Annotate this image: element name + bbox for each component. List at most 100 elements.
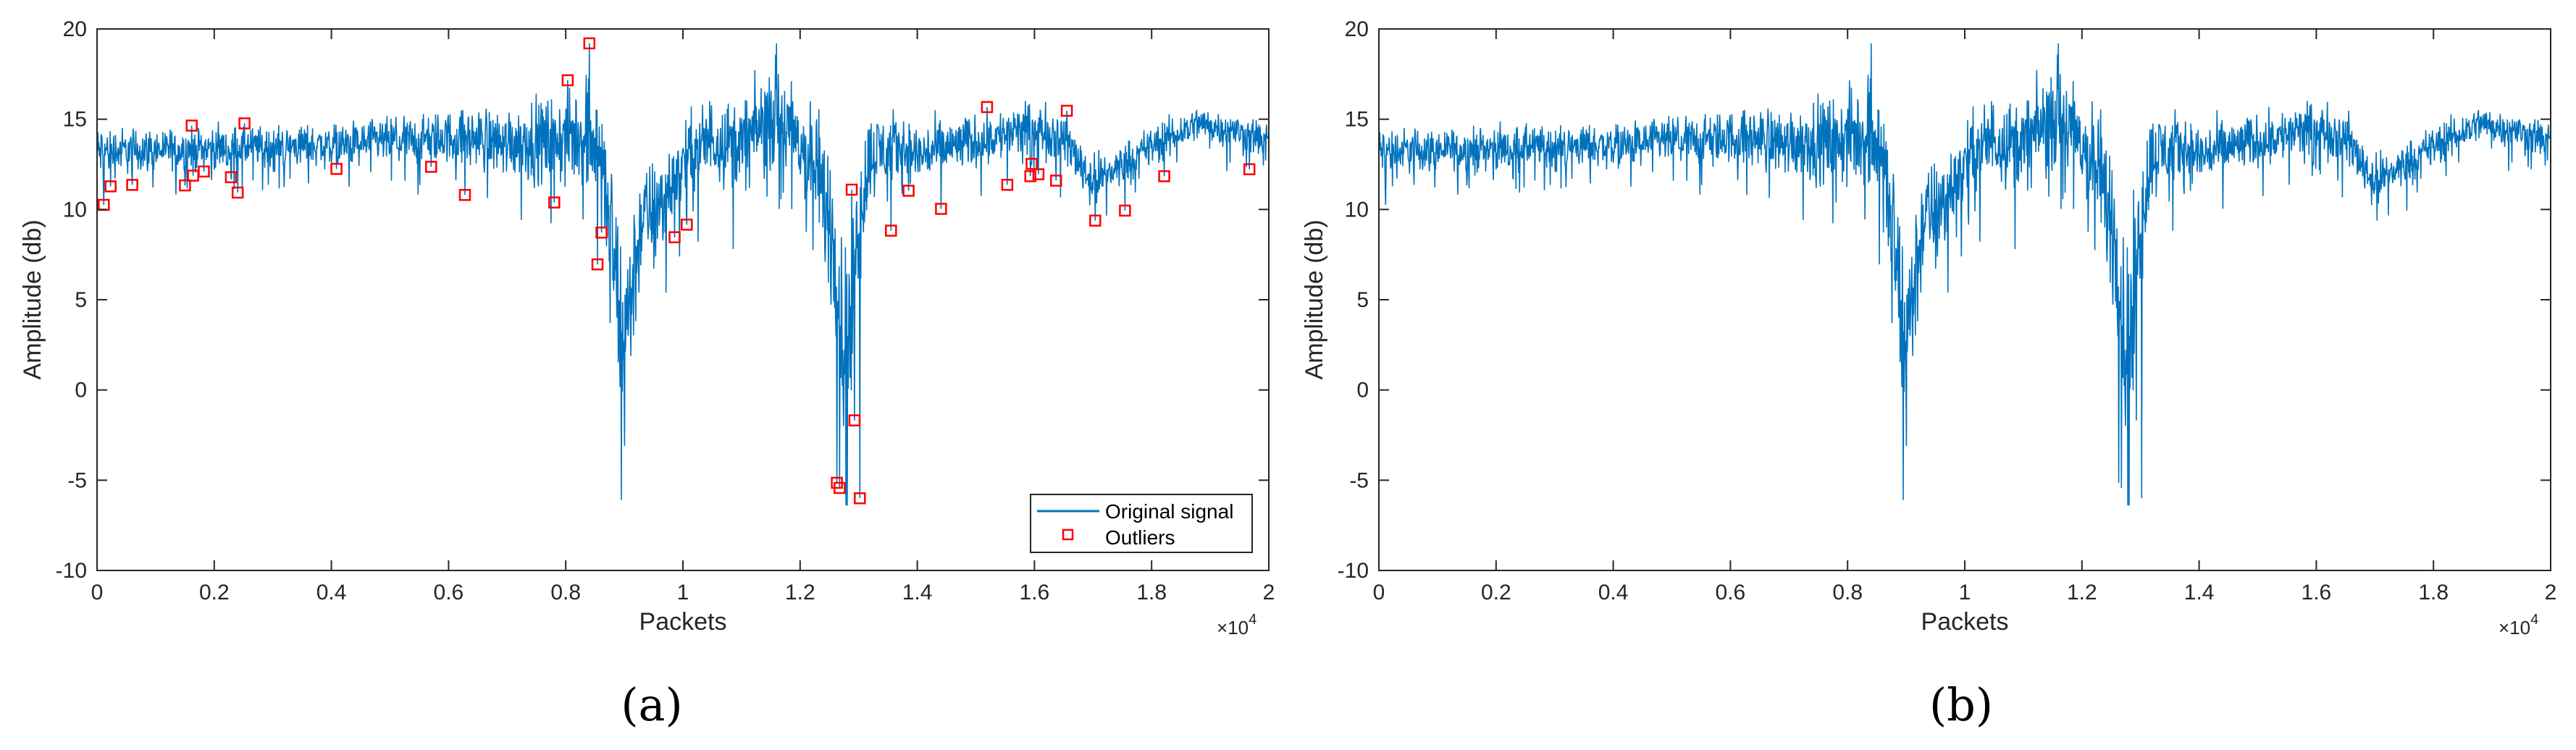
x-tick-label: 0.2 <box>1481 581 1511 604</box>
outlier-marker <box>834 481 846 494</box>
caption-a: (a) <box>621 678 682 731</box>
outlier-marker <box>126 179 138 191</box>
outlier-marker <box>231 186 244 199</box>
x-axis-label-a: Packets <box>639 608 727 636</box>
x-exponent-base-b: ×10 <box>2499 617 2530 639</box>
outlier-marker <box>591 258 604 271</box>
outlier-marker <box>1119 204 1131 217</box>
outlier-marker <box>668 231 681 243</box>
y-tick-label: 10 <box>63 198 87 222</box>
signal-line <box>96 43 1270 506</box>
outlier-marker <box>1060 104 1073 117</box>
y-tick-label: -10 <box>1338 559 1369 583</box>
signal-line <box>1378 43 2551 506</box>
outlier-marker <box>848 414 861 426</box>
outlier-marker <box>981 101 994 114</box>
x-tick-label: 0.6 <box>434 581 464 604</box>
x-tick-label: 0.6 <box>1716 581 1746 604</box>
x-tick-label: 0.4 <box>1598 581 1629 604</box>
x-tick-label: 1.4 <box>2184 581 2215 604</box>
y-tick-label: 15 <box>1345 108 1369 132</box>
outlier-marker <box>425 161 437 173</box>
y-tick-label: 15 <box>63 108 87 132</box>
x-tick-label: 0 <box>91 581 104 604</box>
panel-b: 0 0.2 0.4 0.6 0.8 1 1.2 1.4 1.6 1.8 2 -10 -5 0 5 10 15 20… <box>1301 17 2556 731</box>
outlier-marker <box>198 165 210 178</box>
x-exponent-power-a: 4 <box>1249 612 1256 628</box>
plot-area-b <box>1379 29 2551 570</box>
x-exponent-base-a: ×10 <box>1217 617 1249 639</box>
outlier-marker <box>1032 168 1045 180</box>
outlier-marker <box>1089 214 1102 227</box>
x-tick-label: 2 <box>1263 581 1275 604</box>
outlier-marker <box>238 117 251 130</box>
outlier-marker <box>1158 170 1170 182</box>
y-tick-label: 20 <box>1345 17 1369 41</box>
outlier-marker <box>225 171 238 184</box>
x-tick-label: 0.4 <box>316 581 347 604</box>
outlier-marker <box>458 189 471 201</box>
axes-a: 0 0.2 0.4 0.6 0.8 1 1.2 1.4 1.6 1.8 2 -10 -5 0 5 10 15 20 <box>56 17 1275 604</box>
plot-a-marks <box>96 37 1270 506</box>
y-tick-label: 10 <box>1345 198 1369 222</box>
axes-b: 0 0.2 0.4 0.6 0.8 1 1.2 1.4 1.6 1.8 2 -10 -5 0 5 10 15 20 <box>1338 17 2557 604</box>
outlier-marker <box>595 227 608 239</box>
x-tick-label: 1 <box>1959 581 1971 604</box>
y-tick-label: 5 <box>1356 288 1369 312</box>
outlier-marker <box>1001 179 1014 191</box>
x-tick-label: 0.8 <box>1832 581 1863 604</box>
x-tick-label: 2 <box>2545 581 2557 604</box>
x-tick-label: 1.4 <box>902 581 933 604</box>
plot-area-a <box>97 29 1269 570</box>
outlier-marker <box>104 180 117 193</box>
outlier-marker <box>548 196 561 208</box>
x-tick-label: 1.8 <box>1136 581 1167 604</box>
y-tick-label: -5 <box>67 468 87 492</box>
outlier-marker <box>885 224 897 237</box>
outlier-marker <box>1024 170 1036 182</box>
x-exponent-a: ×104 <box>1217 612 1256 639</box>
caption-b: (b) <box>1929 678 1993 731</box>
x-exponent-power-b: 4 <box>2530 612 2538 628</box>
outlier-marker <box>583 37 596 50</box>
legend-label-outliers: Outliers <box>1105 526 1175 549</box>
outlier-marker <box>561 74 574 87</box>
x-tick-label: 1.6 <box>1020 581 1050 604</box>
outlier-marker <box>1243 163 1256 176</box>
x-tick-label: 1 <box>677 581 689 604</box>
outlier-marker <box>845 183 858 196</box>
x-axis-label-b: Packets <box>1921 608 2009 636</box>
y-axis-label-a: Amplitude (db) <box>19 219 46 379</box>
legend-box <box>1030 494 1253 553</box>
outlier-marker <box>1025 158 1038 170</box>
outlier-marker <box>935 203 947 215</box>
legend: Original signal Outliers <box>1030 494 1253 553</box>
y-tick-label: 0 <box>75 379 87 403</box>
panel-a: 0 0.2 0.4 0.6 0.8 1 1.2 1.4 1.6 1.8 2 -10 -5 0 5 10 15 20… <box>19 17 1275 731</box>
outlier-marker <box>179 179 191 192</box>
y-axis-label-b: Amplitude (db) <box>1301 219 1328 379</box>
x-tick-label: 0.2 <box>199 581 230 604</box>
outlier-marker <box>330 163 343 175</box>
outlier-marker <box>902 185 915 197</box>
x-tick-label: 1.6 <box>2302 581 2332 604</box>
y-tick-label: 0 <box>1356 379 1369 403</box>
x-tick-label: 0 <box>1373 581 1385 604</box>
outlier-marker <box>1049 174 1062 187</box>
x-exponent-b: ×104 <box>2499 612 2538 639</box>
y-tick-label: -10 <box>56 559 87 583</box>
y-tick-label: 5 <box>75 288 87 312</box>
outlier-marker <box>681 219 693 231</box>
x-tick-label: 1.2 <box>785 581 815 604</box>
x-tick-label: 1.8 <box>2418 581 2449 604</box>
y-tick-label: -5 <box>1349 468 1369 492</box>
x-tick-label: 0.8 <box>550 581 581 604</box>
x-tick-label: 1.2 <box>2067 581 2097 604</box>
outlier-marker <box>185 119 198 132</box>
outlier-marker <box>854 492 866 505</box>
legend-label-original-signal: Original signal <box>1105 500 1233 523</box>
y-tick-label: 20 <box>63 17 87 41</box>
legend-outlier-swatch <box>1062 528 1074 541</box>
plot-b-marks <box>1378 43 2551 506</box>
